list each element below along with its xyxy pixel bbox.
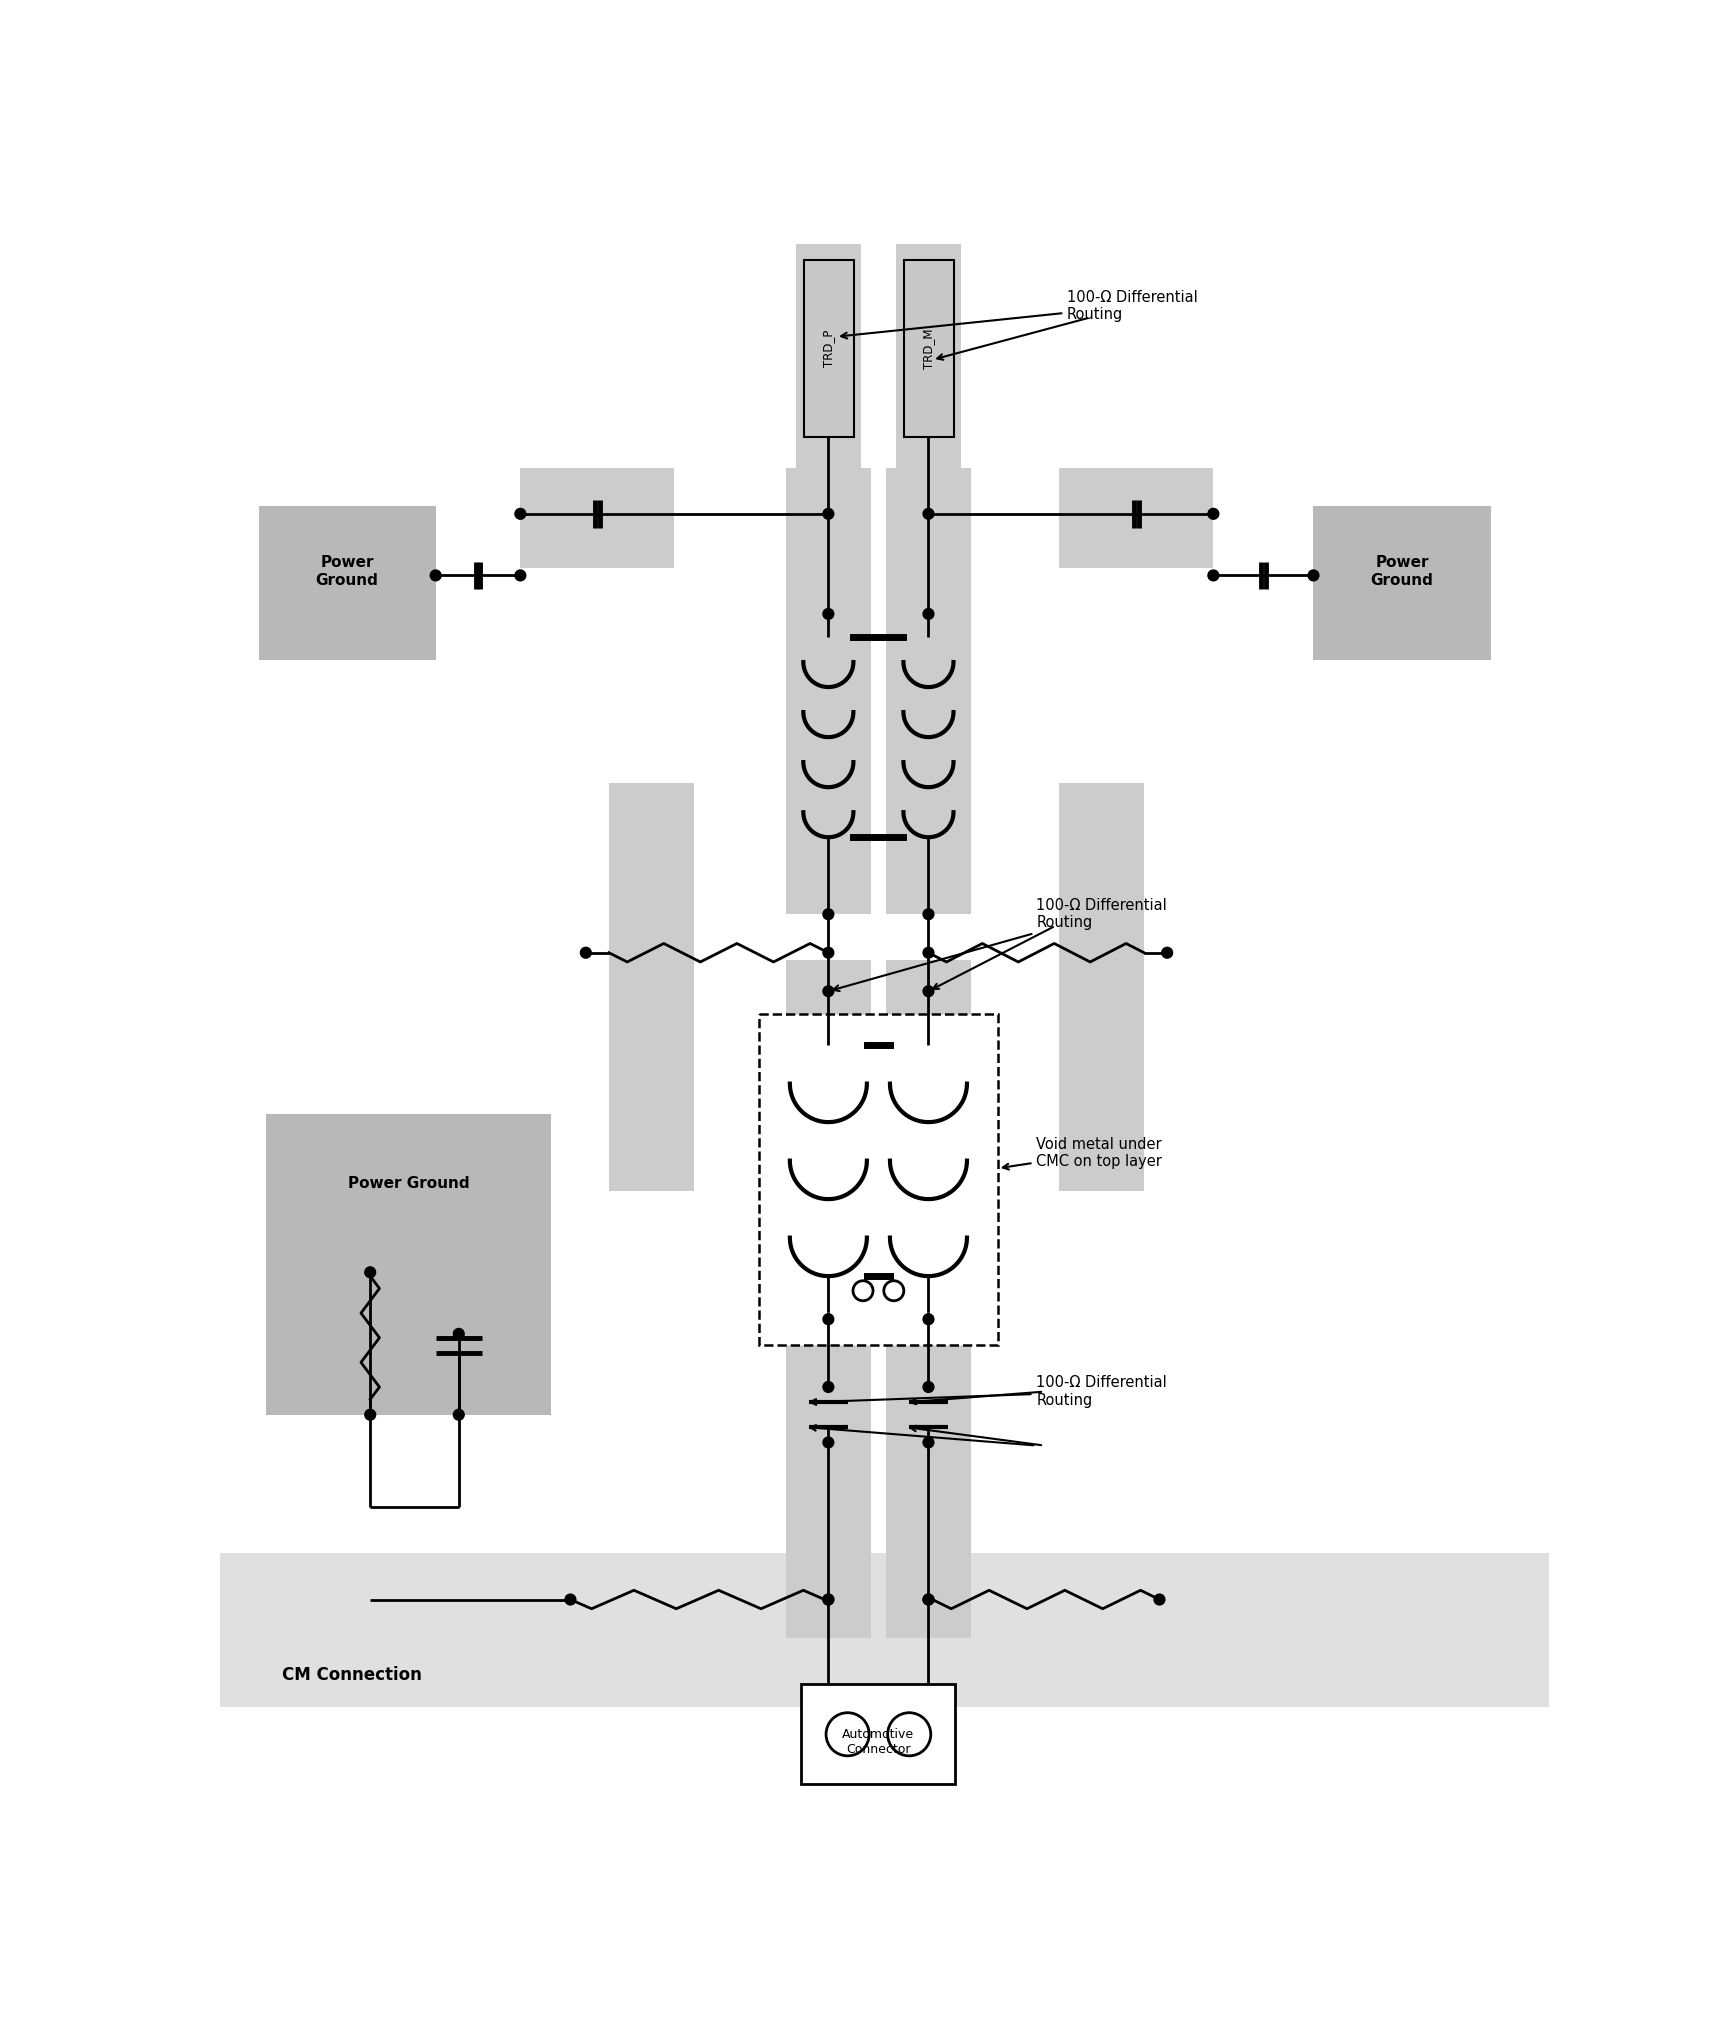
Circle shape — [827, 1712, 870, 1755]
Text: 100-Ω Differential
Routing: 100-Ω Differential Routing — [834, 898, 1167, 992]
Text: TRD_M: TRD_M — [922, 328, 935, 369]
Bar — [1060, 784, 1144, 1191]
Bar — [221, 1553, 1548, 1708]
Bar — [796, 244, 861, 668]
Circle shape — [823, 1594, 834, 1604]
Circle shape — [564, 1594, 576, 1604]
Text: Power
Ground: Power Ground — [316, 556, 378, 588]
Circle shape — [923, 947, 934, 959]
Bar — [759, 1014, 998, 1346]
Bar — [609, 784, 694, 1191]
Text: Power Ground: Power Ground — [349, 1177, 469, 1191]
Circle shape — [823, 1437, 834, 1448]
Circle shape — [1208, 509, 1219, 519]
Circle shape — [823, 908, 834, 920]
Circle shape — [1308, 570, 1319, 580]
Text: TRD_P: TRD_P — [822, 330, 835, 366]
Bar — [896, 244, 961, 668]
Bar — [804, 261, 854, 438]
Bar — [520, 468, 675, 568]
Bar — [885, 961, 970, 1639]
Bar — [1060, 468, 1213, 568]
Circle shape — [887, 1712, 930, 1755]
Circle shape — [923, 1437, 934, 1448]
Circle shape — [580, 947, 592, 959]
Bar — [785, 961, 870, 1639]
Circle shape — [823, 985, 834, 996]
Circle shape — [923, 1382, 934, 1393]
Bar — [885, 468, 970, 914]
Circle shape — [923, 1594, 934, 1604]
Circle shape — [514, 570, 526, 580]
Circle shape — [923, 908, 934, 920]
Text: Power
Ground: Power Ground — [1370, 556, 1434, 588]
Text: Automotive
Connector: Automotive Connector — [842, 1729, 915, 1755]
Circle shape — [823, 947, 834, 959]
Circle shape — [454, 1327, 464, 1340]
Text: Void metal under
CMC on top layer: Void metal under CMC on top layer — [1003, 1136, 1162, 1169]
Circle shape — [1162, 947, 1172, 959]
Circle shape — [823, 1382, 834, 1393]
Circle shape — [884, 1281, 904, 1301]
Circle shape — [430, 570, 442, 580]
Circle shape — [454, 1409, 464, 1421]
Bar — [259, 507, 435, 660]
Circle shape — [364, 1266, 376, 1279]
Bar — [785, 468, 870, 914]
Bar — [266, 1114, 551, 1415]
Circle shape — [823, 1594, 834, 1604]
Circle shape — [1208, 570, 1219, 580]
Circle shape — [923, 1594, 934, 1604]
Circle shape — [923, 985, 934, 996]
Bar — [801, 1684, 956, 1784]
Circle shape — [923, 609, 934, 619]
Circle shape — [923, 1313, 934, 1325]
Circle shape — [364, 1409, 376, 1421]
Circle shape — [923, 509, 934, 519]
Text: 100-Ω Differential
Routing: 100-Ω Differential Routing — [841, 289, 1198, 338]
Text: 100-Ω Differential
Routing: 100-Ω Differential Routing — [811, 1376, 1167, 1407]
Circle shape — [514, 509, 526, 519]
Bar — [1313, 507, 1491, 660]
Circle shape — [1155, 1594, 1165, 1604]
Circle shape — [823, 1313, 834, 1325]
Circle shape — [823, 609, 834, 619]
Circle shape — [853, 1281, 873, 1301]
Bar — [904, 261, 954, 438]
Text: CM Connection: CM Connection — [281, 1665, 421, 1684]
Circle shape — [823, 509, 834, 519]
